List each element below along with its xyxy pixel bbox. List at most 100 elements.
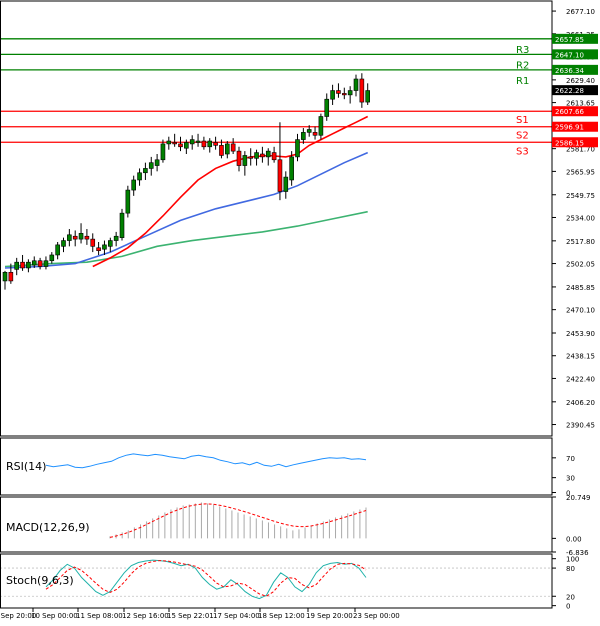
price-tick-label: 2534.00 [566, 214, 595, 222]
stoch-k-line [45, 559, 367, 600]
level-price-label: 2586.15 [555, 139, 584, 147]
price-tick-label: 2581.70 [566, 146, 595, 154]
price-tick-label: 2406.20 [566, 399, 595, 407]
price-tick-label: 2485.85 [566, 284, 595, 292]
candle-up [318, 116, 324, 136]
rsi-tick-label: 70 [566, 455, 575, 463]
main-panel-frame [0, 0, 553, 437]
candle-down [271, 152, 277, 161]
candle-up [148, 162, 154, 169]
time-tick-label: 17 Sep 04:00 [213, 612, 260, 620]
candles [2, 73, 371, 290]
candle-up [365, 90, 371, 103]
level-price-box [552, 137, 598, 148]
stoch-tick-label: 20 [566, 593, 575, 601]
candle-up [324, 98, 330, 117]
candle-down [336, 90, 341, 94]
candle-down [201, 140, 207, 148]
candle-down [219, 145, 224, 156]
candle-up [143, 168, 148, 174]
indicator-panels: RSI(14) MACD(12,26,9) Stoch(9,6,3) [6, 453, 367, 600]
level-name-s3: S3 [516, 146, 529, 157]
candle-up [283, 176, 289, 192]
candle-down [248, 156, 253, 159]
stoch-panel-frame [0, 553, 553, 609]
candle-down [213, 142, 218, 146]
time-tick-label: 11 Sep 08:00 [76, 612, 123, 620]
candle-up [14, 261, 19, 270]
candle-up [113, 235, 119, 241]
candle-up [195, 140, 201, 143]
stoch-tick-label: 0 [566, 603, 570, 611]
candle-up [154, 159, 160, 166]
level-price-label: 2596.91 [555, 124, 584, 132]
candle-up [131, 179, 136, 191]
current-price-box [552, 85, 598, 96]
macd-tick-label: -6.836 [566, 549, 589, 557]
candle-up [166, 140, 172, 145]
candle-up [78, 233, 84, 240]
candle-down [90, 238, 96, 247]
rsi-tick-label: 30 [566, 475, 575, 483]
level-price-box [552, 64, 598, 75]
time-tick-label: 10 Sep 00:00 [31, 612, 78, 620]
candle-down [230, 143, 236, 152]
candle-up [137, 172, 142, 181]
candle-up [306, 129, 312, 133]
candle-down [84, 235, 90, 240]
level-name-r1: R1 [516, 76, 529, 87]
stoch-tick-label: 80 [566, 565, 575, 573]
price-tick-label: 2613.65 [566, 100, 595, 108]
candle-down [277, 159, 283, 192]
candle-up [225, 143, 230, 155]
price-tick-label: 2549.75 [566, 192, 595, 200]
rsi-tick-label: 0 [566, 490, 570, 498]
candle-up [242, 155, 248, 166]
level-name-r2: R2 [516, 60, 529, 71]
candle-up [295, 139, 300, 158]
candle-up [43, 260, 49, 267]
stoch-label: Stoch(9,6,3) [6, 574, 74, 587]
candle-down [37, 260, 43, 267]
candle-up [119, 212, 125, 238]
macd-tick-label: 20.749 [566, 494, 591, 502]
level-price-box [552, 49, 598, 60]
price-tick-label: 2502.05 [566, 261, 595, 269]
time-tick-label: 18 Sep 12:00 [258, 612, 305, 620]
time-tick-label: 15 Sep 22:01 [167, 612, 214, 620]
time-tick-label: 12 Sep 16:00 [122, 612, 169, 620]
level-name-s2: S2 [516, 131, 529, 142]
candle-up [102, 244, 107, 250]
rsi-panel-frame [0, 437, 553, 496]
price-tick-label: 2390.45 [566, 422, 595, 430]
candle-down [178, 143, 183, 148]
price-tick-label: 2677.10 [566, 8, 595, 16]
level-price-label: 2607.66 [555, 108, 584, 116]
price-tick-label: 2470.10 [566, 307, 595, 315]
level-price-label: 2647.10 [555, 51, 584, 59]
level-name-r3: R3 [516, 45, 529, 56]
candle-up [125, 189, 131, 214]
level-price-label: 2636.34 [555, 67, 584, 75]
price-tick-label: 2438.15 [566, 353, 595, 361]
price-axis: 2677.102661.352645.602629.402613.652597.… [552, 8, 598, 611]
rsi-line [45, 453, 367, 469]
level-price-box [552, 121, 598, 132]
price-tick-label: 2629.40 [566, 77, 595, 85]
candle-down [341, 93, 347, 96]
candle-down [260, 153, 265, 158]
macd-signal-line [109, 503, 367, 538]
candle-up [67, 234, 72, 241]
price-tick-label: 2565.95 [566, 168, 595, 176]
time-tick-label: 19 Sep 20:00 [306, 612, 353, 620]
grid-lines [0, 567, 552, 597]
macd-panel-frame [0, 496, 553, 553]
support-resistance-levels: R3 R2 R1 S1 S2 S3 [0, 38, 552, 157]
candle-down [312, 132, 318, 136]
candle-up [265, 150, 271, 158]
candle-up [61, 240, 66, 247]
ma-mid-line [4, 151, 369, 269]
candle-up [26, 261, 31, 269]
candle-down [8, 271, 14, 282]
